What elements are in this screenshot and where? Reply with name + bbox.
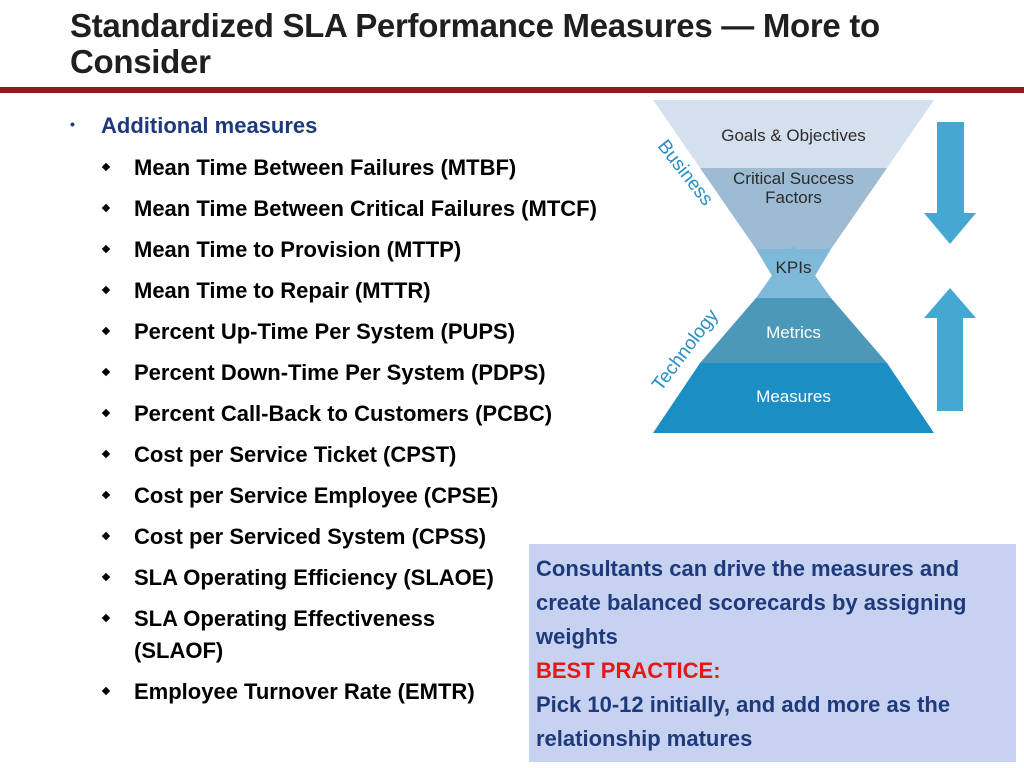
diamond-bullet-icon	[101, 244, 111, 254]
callout-text: Consultants can drive the measures and c…	[536, 556, 967, 649]
slide-title: Standardized SLA Performance Measures — …	[70, 7, 880, 80]
diamond-bullet-icon	[101, 613, 111, 623]
down-arrow-icon	[924, 122, 976, 244]
measures-label: Measures	[756, 387, 831, 406]
metrics-layer	[700, 298, 887, 363]
up-arrow-icon	[924, 288, 976, 411]
list-item-label: Percent Up-Time Per System (PUPS)	[134, 319, 516, 344]
measures-layer	[653, 363, 934, 433]
goals-objectives-label: Goals & Objectives	[721, 126, 866, 145]
critical-success-factors-label-box: Critical Success Factors	[733, 169, 854, 207]
list-item-label: Mean Time to Repair (MTTR)	[134, 278, 431, 303]
bullet-dot-icon: •	[70, 116, 75, 132]
callout-recommendation: Pick 10-12 initially, and add more as th…	[536, 692, 951, 751]
critical-success-factors-label: Critical Success Factors	[733, 169, 854, 207]
list-item: Mean Time Between Critical Failures (MTC…	[100, 193, 640, 225]
metrics-label: Metrics	[766, 323, 821, 342]
best-practice-label: BEST PRACTICE:	[536, 658, 721, 683]
critical-success-factors-layer	[700, 168, 887, 249]
diamond-bullet-icon	[101, 449, 111, 459]
diamond-bullet-icon	[101, 162, 111, 172]
diamond-bullet-icon	[101, 572, 111, 582]
list-item-label: Employee Turnover Rate (EMTR)	[134, 679, 475, 704]
title-divider	[0, 87, 1024, 93]
diamond-bullet-icon	[101, 490, 111, 500]
diamond-bullet-icon	[101, 326, 111, 336]
list-item: SLA Operating Efficiency (SLAOE)	[100, 562, 640, 594]
list-item-label: Mean Time Between Critical Failures (MTC…	[134, 196, 597, 221]
list-item-label: Mean Time to Provision (MTTP)	[134, 237, 462, 262]
list-item-label: Cost per Service Ticket (CPST)	[134, 442, 457, 467]
main-bullet-label: Additional measures	[101, 113, 318, 138]
list-item-label: SLA Operating Effectiveness (SLAOF)	[134, 606, 436, 663]
goals-objectives-layer	[653, 100, 934, 168]
list-item-label: SLA Operating Efficiency (SLAOE)	[134, 565, 494, 590]
list-item: Cost per Service Employee (CPSE)	[100, 480, 640, 512]
kpis-lower-layer	[756, 245, 831, 298]
diamond-bullet-icon	[101, 367, 111, 377]
list-item-label: Percent Call-Back to Customers (PCBC)	[134, 401, 553, 426]
diamond-bullet-icon	[101, 531, 111, 541]
list-item-label: Mean Time Between Failures (MTBF)	[134, 155, 517, 180]
kpis-label: KPIs	[776, 258, 812, 277]
list-item: SLA Operating Effectiveness (SLAOF)	[100, 603, 464, 667]
diamond-bullet-icon	[101, 285, 111, 295]
list-item: Employee Turnover Rate (EMTR)	[100, 676, 640, 708]
list-item: Mean Time to Provision (MTTP)	[100, 234, 640, 266]
list-item-label: Cost per Serviced System (CPSS)	[134, 524, 487, 549]
list-item: Percent Up-Time Per System (PUPS)	[100, 316, 640, 348]
list-item-label: Percent Down-Time Per System (PDPS)	[134, 360, 546, 385]
measures-list: Mean Time Between Failures (MTBF) Mean T…	[100, 152, 640, 717]
list-item: Percent Down-Time Per System (PDPS)	[100, 357, 640, 389]
diamond-bullet-icon	[101, 686, 111, 696]
list-item: Cost per Service Ticket (CPST)	[100, 439, 640, 471]
list-item: Mean Time to Repair (MTTR)	[100, 275, 640, 307]
hourglass-diagram: Goals & Objectives Critical Success Fact…	[648, 100, 976, 433]
diamond-bullet-icon	[101, 203, 111, 213]
list-item: Mean Time Between Failures (MTBF)	[100, 152, 640, 184]
list-item: Percent Call-Back to Customers (PCBC)	[100, 398, 640, 430]
list-item-label: Cost per Service Employee (CPSE)	[134, 483, 499, 508]
callout-box: Consultants can drive the measures and c…	[529, 544, 1016, 762]
diamond-bullet-icon	[101, 408, 111, 418]
list-item: Cost per Serviced System (CPSS)	[100, 521, 640, 553]
